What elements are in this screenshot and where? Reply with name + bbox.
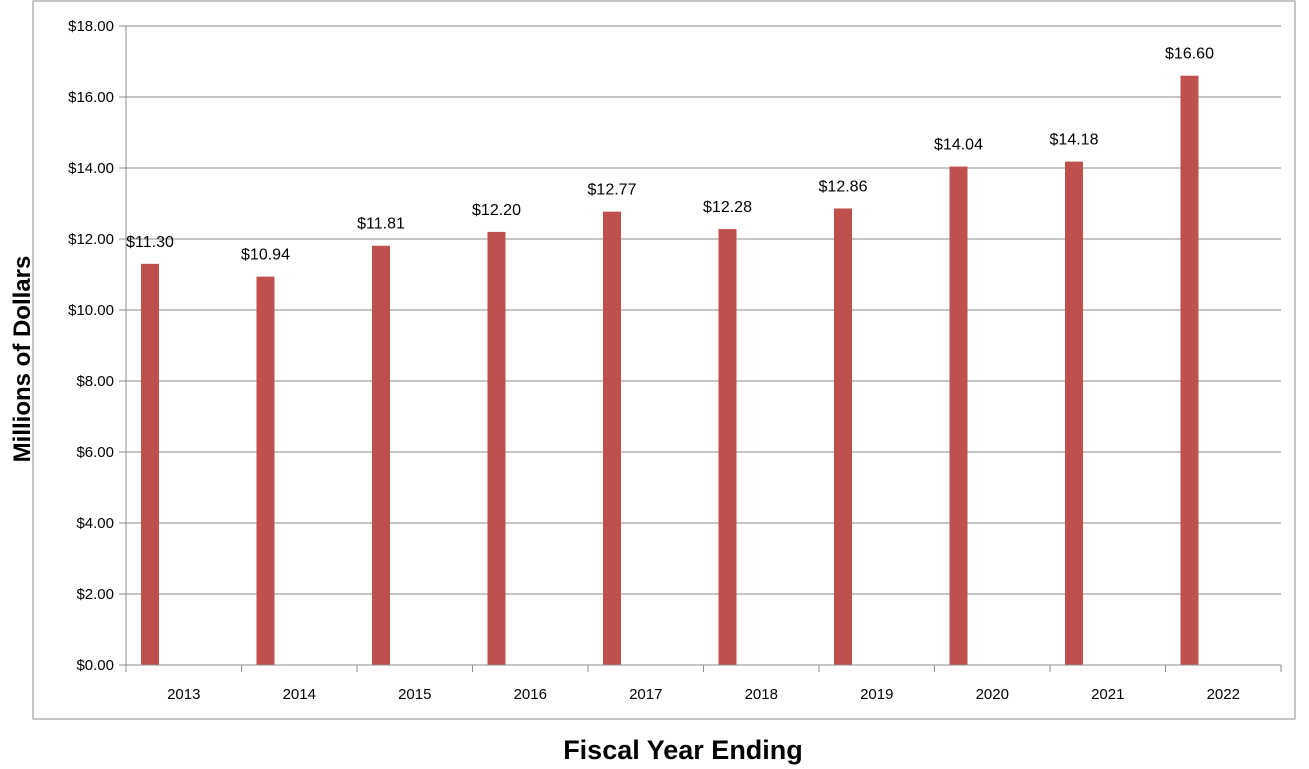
- data-labels: $11.30 $10.94 $11.81 $12.20 $12.77 $12.28 $12.…: [126, 46, 1214, 264]
- data-label-2022: $16.60: [1165, 46, 1214, 63]
- bar-2016: [487, 231, 506, 665]
- data-label-2013: $11.30: [126, 234, 174, 251]
- data-label-2015: $11.81: [357, 216, 405, 233]
- bar-2020: [949, 166, 968, 665]
- y-tick-label: $14.00: [68, 160, 114, 177]
- y-tick-labels: $0.00 $2.00 $4.00 $6.00 $8.00 $10.00 $12.00 $14…: [68, 18, 114, 674]
- y-tick-label: $10.00: [68, 302, 114, 319]
- bar-2022: [1180, 75, 1199, 665]
- y-tick-label: $2.00: [76, 586, 114, 603]
- y-tick-label: $6.00: [76, 444, 114, 461]
- y-axis-title: Millions of Dollars: [9, 256, 36, 463]
- y-tick-label: $4.00: [76, 515, 114, 532]
- y-tick-label: $12.00: [68, 231, 114, 248]
- data-label-2014: $10.94: [241, 247, 290, 264]
- chart-frame: [32, 0, 1296, 720]
- bar-2015: [372, 245, 390, 665]
- y-tick-label: $16.00: [68, 89, 114, 106]
- gridlines: [126, 25, 1281, 595]
- axes: [119, 25, 1282, 672]
- x-axis-title: Fiscal Year Ending: [563, 735, 803, 765]
- bar-2018: [718, 229, 737, 665]
- y-tick-label: $8.00: [76, 373, 114, 390]
- y-tick-label: $0.00: [76, 657, 114, 674]
- bar-2013: [141, 263, 159, 665]
- x-tick-label: 2016: [514, 686, 547, 703]
- x-tick-label: 2013: [167, 686, 200, 703]
- y-tick-label: $18.00: [68, 18, 114, 35]
- bars: [141, 75, 1199, 666]
- bar-2017: [603, 211, 621, 666]
- bar-2019: [834, 208, 852, 665]
- data-label-2018: $12.28: [703, 199, 752, 216]
- data-label-2021: $14.18: [1050, 132, 1099, 149]
- bar-2014: [256, 276, 275, 665]
- bar-2021: [1065, 161, 1083, 666]
- data-label-2017: $12.77: [588, 182, 637, 199]
- x-tick-label: 2014: [283, 686, 316, 703]
- x-tick-label: 2017: [629, 686, 662, 703]
- data-label-2019: $12.86: [819, 178, 868, 195]
- x-tick-label: 2020: [976, 686, 1009, 703]
- data-label-2016: $12.20: [472, 202, 521, 219]
- x-tick-label: 2019: [860, 686, 893, 703]
- x-tick-label: 2015: [398, 686, 431, 703]
- x-tick-labels: 2013 2014 2015 2016 2017 2018 2019 2020 2021 2022: [167, 686, 1240, 703]
- x-tick-label: 2022: [1207, 686, 1240, 703]
- x-tick-label: 2021: [1091, 686, 1124, 703]
- x-tick-label: 2018: [745, 686, 778, 703]
- data-label-2020: $14.04: [934, 137, 983, 154]
